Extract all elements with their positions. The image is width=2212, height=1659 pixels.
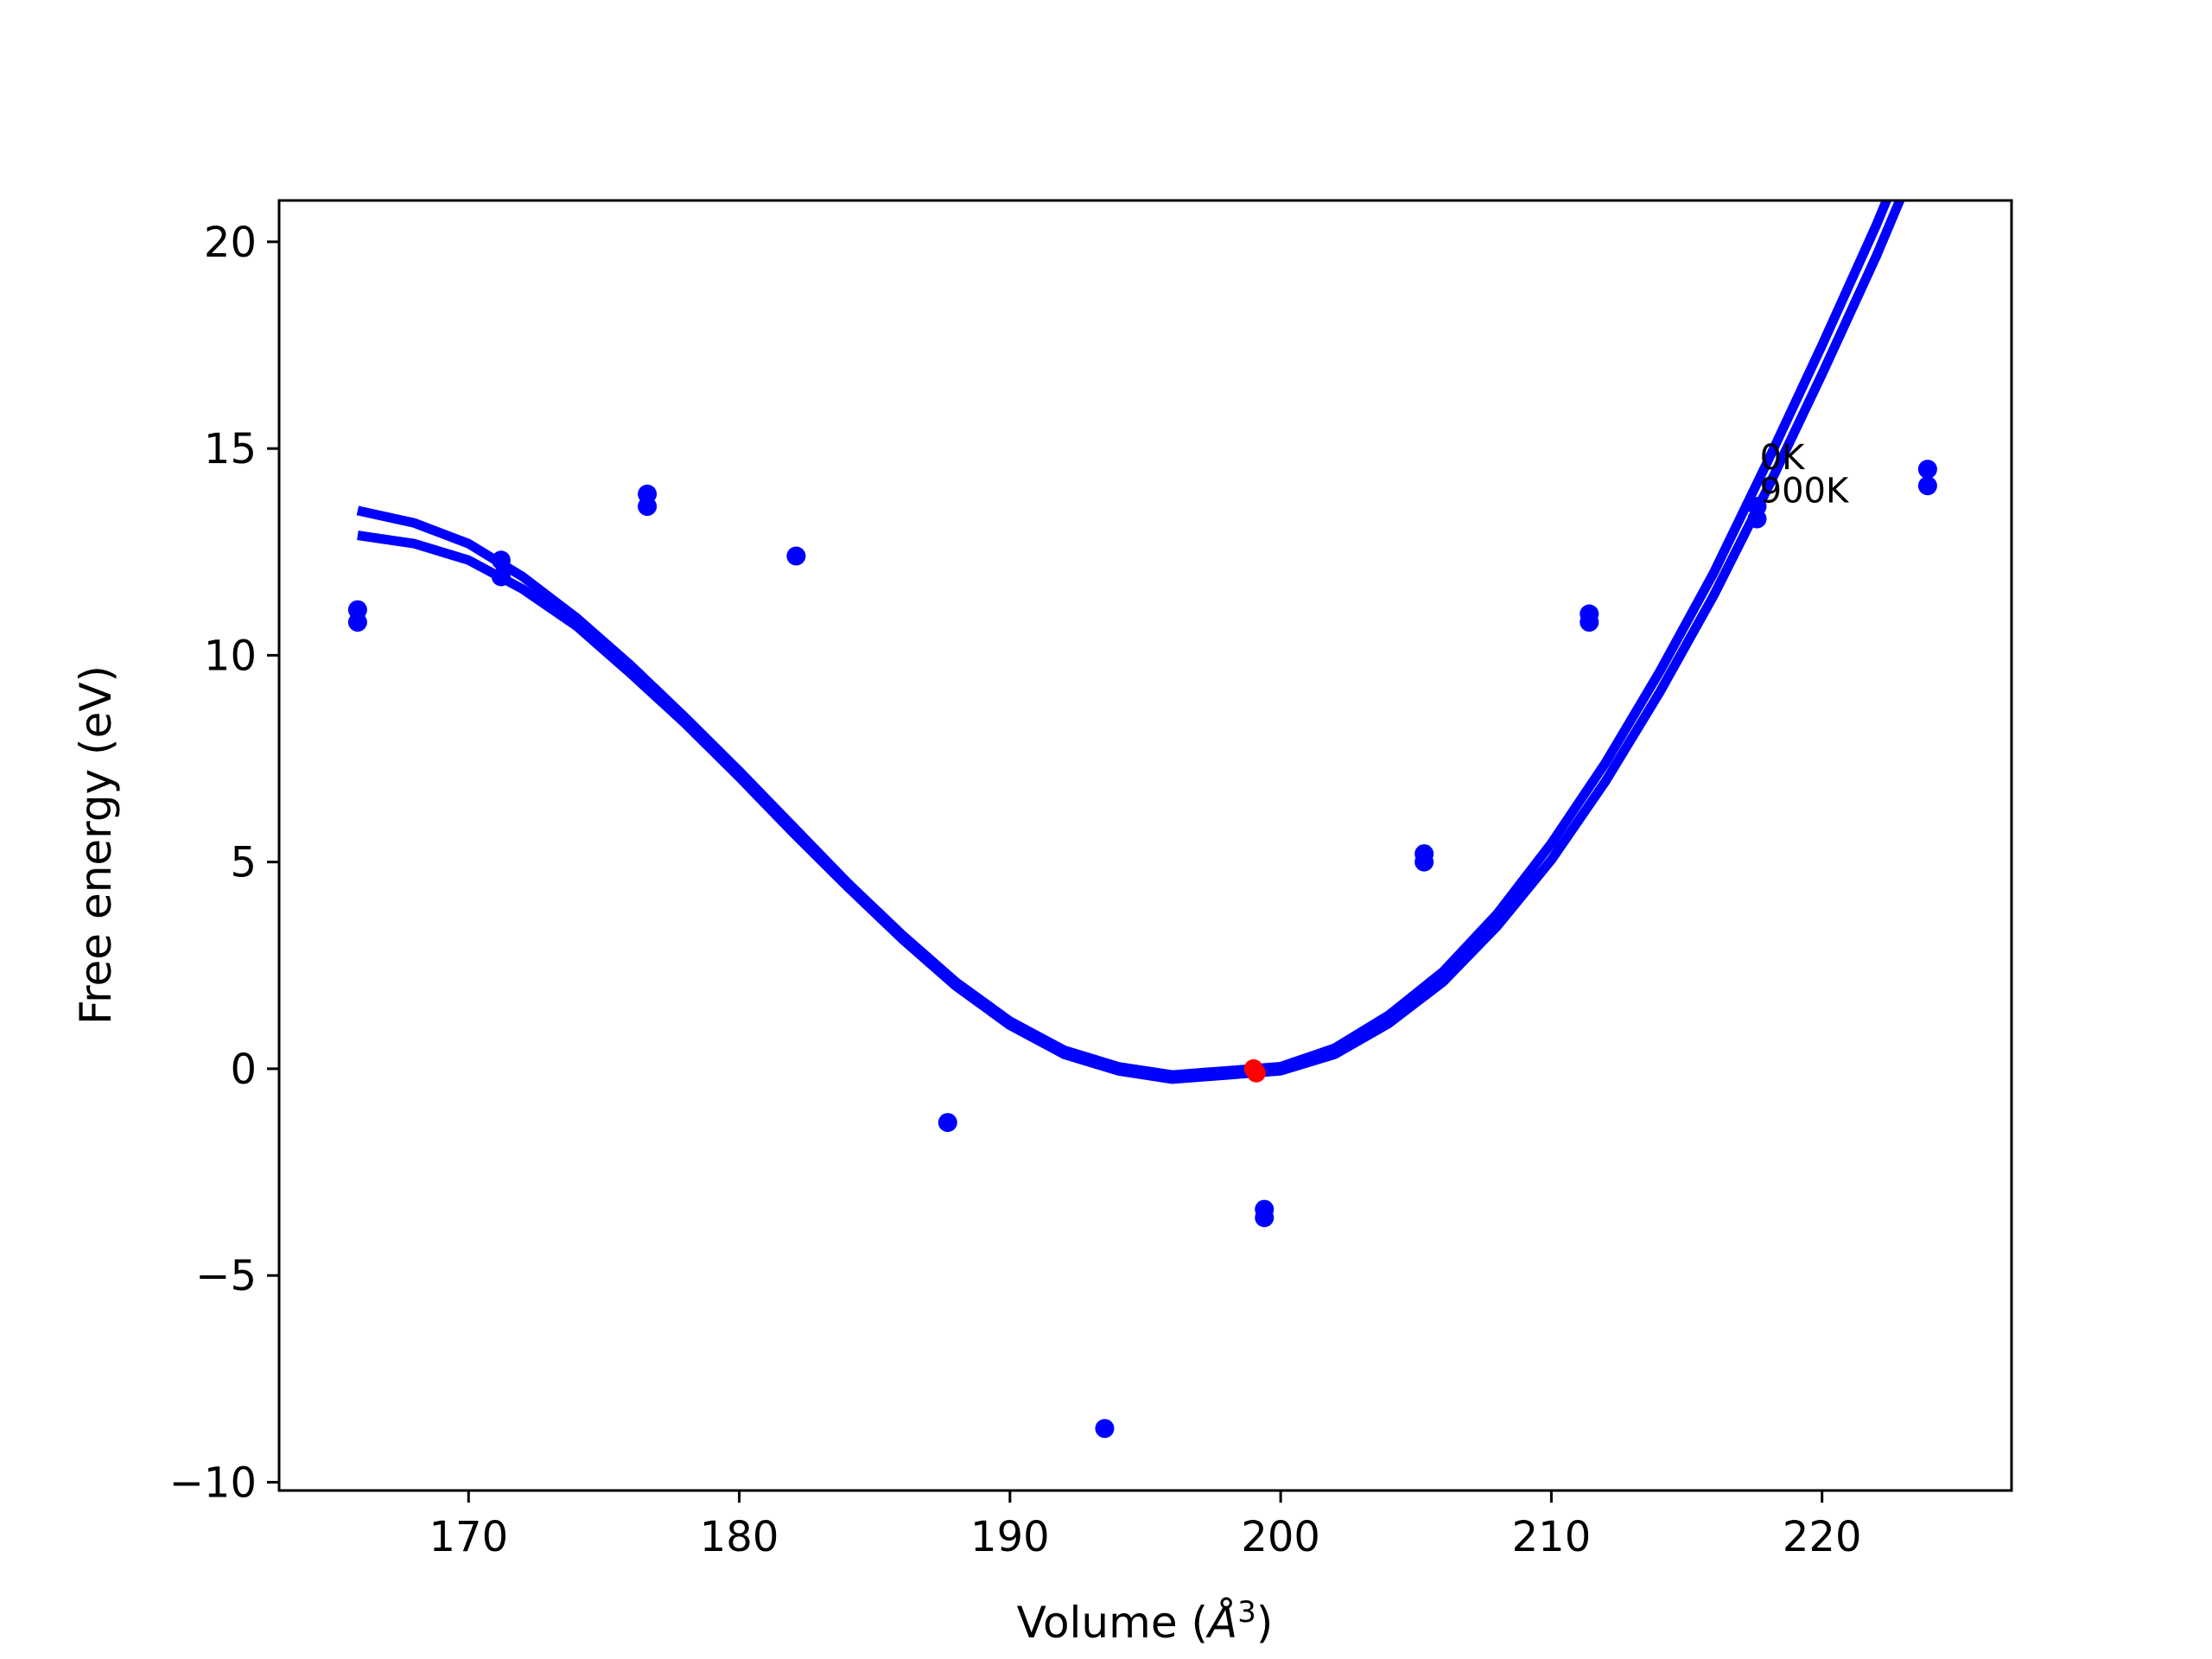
data-point-0-5 — [638, 497, 658, 517]
x-tick-label: 220 — [1783, 1513, 1862, 1561]
data-point-0-8 — [1095, 1419, 1115, 1439]
y-tick-label: 5 — [230, 839, 257, 887]
y-tick-label: 10 — [204, 632, 257, 680]
data-point-0-14 — [1580, 613, 1599, 632]
plot-frame — [277, 199, 2013, 1492]
x-tick-label: 210 — [1512, 1513, 1592, 1561]
data-point-0-16 — [1747, 509, 1767, 529]
x-tick-label: 170 — [429, 1513, 508, 1561]
data-point-0-1 — [347, 613, 367, 632]
data-point-0-2 — [491, 550, 511, 570]
data-point-0-6 — [786, 546, 806, 566]
data-point-0-18 — [1917, 476, 1937, 496]
data-point-3-1 — [1246, 1063, 1266, 1083]
x-tick-label: 190 — [970, 1513, 1050, 1561]
x-tick-label: 200 — [1241, 1513, 1320, 1561]
x-axis-label: Volume (Å3) — [1017, 1595, 1274, 1648]
y-tick-label: 15 — [204, 425, 257, 474]
data-point-0-7 — [938, 1113, 957, 1133]
annotation-1: 900K — [1760, 471, 1850, 511]
series-layer — [347, 200, 1937, 1439]
annotation-0: 0K — [1760, 438, 1806, 478]
y-tick-label: 20 — [204, 219, 257, 267]
series-line-2 — [357, 200, 1905, 1084]
y-tick-label: −5 — [195, 1252, 257, 1300]
y-axis: 20 15 10 5 0 −5 −10 — [169, 219, 279, 1507]
data-point-0-17 — [1917, 460, 1937, 479]
data-point-0-3 — [491, 567, 511, 587]
data-point-0-10 — [1255, 1208, 1274, 1228]
data-point-0-12 — [1414, 852, 1434, 872]
y-tick-label: 0 — [230, 1046, 257, 1094]
y-tick-label: −10 — [169, 1459, 257, 1507]
x-tick-label: 180 — [700, 1513, 779, 1561]
x-axis: 170 180 190 200 210 220 — [429, 1491, 1862, 1561]
y-axis-label: Free energy (eV) — [71, 665, 121, 1025]
